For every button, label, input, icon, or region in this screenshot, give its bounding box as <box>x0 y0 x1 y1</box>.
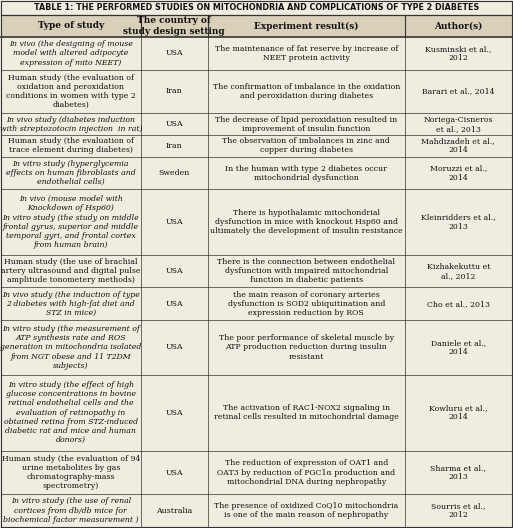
Text: Iran: Iran <box>166 88 183 96</box>
Text: Sourris et al.,
2012: Sourris et al., 2012 <box>431 502 486 519</box>
Text: Kowluru et al.,
2014: Kowluru et al., 2014 <box>429 404 487 421</box>
Text: The maintenance of fat reserve by increase of
NEET protein activity: The maintenance of fat reserve by increa… <box>214 45 398 62</box>
Text: USA: USA <box>165 49 183 58</box>
Text: Kleinridders et al.,
2013: Kleinridders et al., 2013 <box>421 213 496 231</box>
Text: Australia: Australia <box>156 507 192 515</box>
Text: Experiment result(s): Experiment result(s) <box>254 22 359 31</box>
Text: Iran: Iran <box>166 142 183 150</box>
Text: The presence of oxidized CoQ10 mitochondria
is one of the main reason of nephrop: The presence of oxidized CoQ10 mitochond… <box>214 502 399 519</box>
Text: The activation of RAC1-NOX2 signaling in
retinal cells resulted in mitochondrial: The activation of RAC1-NOX2 signaling in… <box>214 404 399 421</box>
Text: Mahdizadeh et al.,
2014: Mahdizadeh et al., 2014 <box>422 137 495 155</box>
Text: The poor performance of skeletal muscle by
ATP production reduction during insul: The poor performance of skeletal muscle … <box>219 334 394 361</box>
Text: Noriega-Cisneros
et al., 2013: Noriega-Cisneros et al., 2013 <box>424 116 493 133</box>
Text: Human study (the evaluation of
oxidation and peroxidation
conditions in women wi: Human study (the evaluation of oxidation… <box>6 73 135 109</box>
Text: In the human with type 2 diabetes occur
mitochondrial dysfunction: In the human with type 2 diabetes occur … <box>225 165 387 182</box>
Text: The decrease of lipid peroxidation resulted in
improvement of insulin function: The decrease of lipid peroxidation resul… <box>215 116 398 133</box>
Text: Sweden: Sweden <box>159 169 190 177</box>
Text: Barari et al., 2014: Barari et al., 2014 <box>422 88 495 96</box>
Text: There is the connection between endothelial
dysfunction with impaired mitochondr: There is the connection between endothel… <box>218 258 396 284</box>
Text: Daniele et al.,
2014: Daniele et al., 2014 <box>431 339 486 356</box>
Text: The country of
study design setting: The country of study design setting <box>124 16 225 36</box>
Text: Human study (the evaluation of
trace element during diabetes): Human study (the evaluation of trace ele… <box>8 137 134 155</box>
Text: Kusminski et al.,
2012: Kusminski et al., 2012 <box>425 45 491 62</box>
Text: The confirmation of imbalance in the oxidation
and peroxidation during diabetes: The confirmation of imbalance in the oxi… <box>212 83 400 100</box>
Text: USA: USA <box>165 343 183 351</box>
Text: Human study (the use of brachial
artery ultrasound and digital pulse
amplitude t: Human study (the use of brachial artery … <box>1 258 141 284</box>
Text: In vitro study (hyperglycemia
effects on human fibroblasts and
endothelial cells: In vitro study (hyperglycemia effects on… <box>6 160 135 186</box>
Text: USA: USA <box>165 468 183 477</box>
Text: In vivo (mouse model with
Knockdown of Hsp60)
In vitro study (the study on middl: In vivo (mouse model with Knockdown of H… <box>3 195 139 249</box>
Text: Cho et al., 2013: Cho et al., 2013 <box>427 300 490 308</box>
Text: USA: USA <box>165 409 183 417</box>
Text: In vitro study (the use of renal
cortices from db/db mice for
biochemical factor: In vitro study (the use of renal cortice… <box>3 497 139 524</box>
Text: Moruzzi et al.,
2014: Moruzzi et al., 2014 <box>430 165 487 182</box>
Text: In vitro study (the effect of high
glucose concentrations in bovine
retinal endo: In vitro study (the effect of high gluco… <box>4 381 138 444</box>
Text: In vivo study (diabetes induction
with streptozotocin injection  in rat): In vivo study (diabetes induction with s… <box>0 116 142 133</box>
Text: Human study (the evaluation of 94
urine metabolites by gas
chromatography-mass
s: Human study (the evaluation of 94 urine … <box>2 455 140 491</box>
Text: TABLE 1: THE PERFORMED STUDIES ON MITOCHONDRIA AND COMPLICATIONS OF TYPE 2 DIABE: TABLE 1: THE PERFORMED STUDIES ON MITOCH… <box>34 4 479 13</box>
Text: The observation of imbalances in zinc and
copper during diabetes: The observation of imbalances in zinc an… <box>222 137 390 155</box>
Text: The reduction of expression of OAT1 and
OAT3 by reduction of PGC1α production an: The reduction of expression of OAT1 and … <box>218 459 396 486</box>
Text: In vitro study (the measurement of
ATP synthesis rate and ROS
generation in mito: In vitro study (the measurement of ATP s… <box>0 325 142 370</box>
Text: USA: USA <box>165 120 183 128</box>
Text: Kizhakekuttu et
al., 2012: Kizhakekuttu et al., 2012 <box>427 262 490 280</box>
Text: In vivo (the designing of mouse
model with altered adipocyte
expression of mito : In vivo (the designing of mouse model wi… <box>9 40 133 67</box>
Text: There is hypothalamic mitochondrial
dysfunction in mice with knockout Hsp60 and
: There is hypothalamic mitochondrial dysf… <box>210 209 403 235</box>
Text: In vivo study (the induction of type
2 diabetes with high-fat diet and
STZ in mi: In vivo study (the induction of type 2 d… <box>2 290 140 317</box>
Text: Type of study: Type of study <box>37 22 104 31</box>
Text: USA: USA <box>165 300 183 308</box>
Text: USA: USA <box>165 218 183 226</box>
Text: Author(s): Author(s) <box>434 22 483 31</box>
Text: USA: USA <box>165 267 183 275</box>
Text: the main reason of coronary arteries
dysfunction is SOD2 ubiquitination and
expr: the main reason of coronary arteries dys… <box>228 290 385 317</box>
Text: Sharma et al.,
2013: Sharma et al., 2013 <box>430 464 486 481</box>
